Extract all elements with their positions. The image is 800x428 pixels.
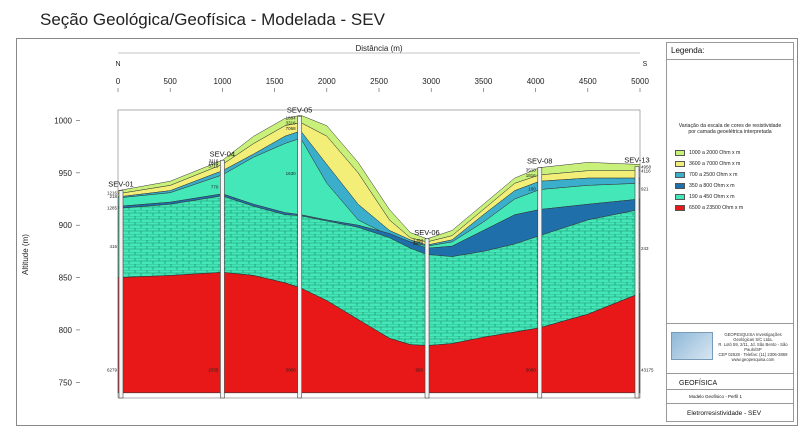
sounding-borehole (297, 115, 302, 399)
resistivity-value: 3000 (526, 368, 537, 373)
x-tick-label: 2500 (370, 77, 388, 86)
legend-title: Legenda: (671, 46, 705, 55)
resistivity-value: 2335 (208, 368, 219, 373)
resistivity-value: 43175 (641, 368, 654, 373)
company-address: R. Lotó 59, 2/11, Jd. São Bento - São Pa… (718, 342, 788, 352)
y-tick-label: 1000 (54, 116, 72, 125)
sounding-borehole (634, 166, 640, 399)
company-logo-icon (671, 332, 713, 360)
resistivity-value: 218 (109, 194, 117, 199)
x-tick-label: 5000 (631, 77, 649, 86)
legend-panel: Legenda: Variação da escala de cores de … (666, 42, 794, 422)
legend-swatch (675, 194, 685, 200)
legend-swatch (675, 205, 685, 211)
plot-border (117, 109, 641, 399)
legend-swatch (675, 172, 685, 178)
x-tick-label: 4000 (527, 77, 545, 86)
sounding-label: SEV-08 (527, 157, 552, 166)
y-tick-label: 800 (59, 326, 73, 335)
x-axis-label: Distância (m) (355, 44, 402, 53)
resistivity-value: 3000 (286, 368, 297, 373)
y-tick-label: 950 (59, 169, 73, 178)
x-tick-label: 2000 (318, 77, 336, 86)
legend-item: 6500 a 23500 Ohm x m (675, 204, 743, 212)
resistivity-value: 3518 (526, 168, 537, 173)
resistivity-value: 921 (641, 187, 649, 192)
legend-swatch (675, 161, 685, 167)
company-name: GEOPESQUISA Investigações Geológicas S/C… (724, 332, 782, 342)
x-tick-label: 4500 (579, 77, 597, 86)
title-block-method: Eletrorresistividade - SEV (687, 410, 762, 417)
legend-item: 350 a 800 Ohm x m (675, 182, 735, 190)
resistivity-value: 1285 (107, 205, 118, 210)
resistivity-value: 7068 (286, 126, 297, 131)
legend-item: 3600 a 7000 Ohm x m (675, 160, 740, 168)
layer-band-6500-23500 (117, 272, 641, 394)
direction-north: N (115, 61, 120, 68)
legend-item: 1000 a 2000 Ohm x m (675, 149, 740, 157)
direction-south: S (643, 61, 648, 68)
resistivity-value: 1216 (107, 191, 118, 196)
resistivity-value: 4958 (641, 165, 652, 170)
resistivity-value: 1816 (526, 173, 537, 178)
legend-item-label: 1000 a 2000 Ohm x m (689, 150, 741, 156)
resistivity-value: 3870 (413, 241, 424, 246)
sounding-borehole (118, 190, 124, 399)
sounding-label: SEV-05 (287, 105, 312, 114)
resistivity-value: 243 (641, 246, 649, 251)
legend-item: 190 a 450 Ohm x m (675, 193, 735, 201)
x-tick-label: 1500 (266, 77, 284, 86)
resistivity-value: 100 (528, 187, 536, 192)
y-tick-label: 850 (59, 274, 73, 283)
legend-item-label: 350 a 800 Ohm x m (689, 183, 735, 189)
resistivity-value: 3715 (208, 164, 219, 169)
sounding-borehole (537, 167, 543, 399)
legend-swatch (675, 183, 685, 189)
resistivity-value: 4116 (641, 169, 651, 174)
sounding-label: SEV-13 (624, 156, 649, 165)
x-tick-label: 500 (164, 77, 178, 86)
resistivity-value: 6279 (107, 368, 118, 373)
x-tick-label: 0 (116, 77, 121, 86)
resistivity-value: 1384 (413, 238, 424, 243)
page-title: Seção Geológica/Geofísica - Modelada - S… (40, 10, 385, 29)
resistivity-value: 416 (109, 244, 117, 249)
sounding-label: SEV-01 (108, 180, 133, 189)
x-tick-label: 1000 (214, 77, 232, 86)
sounding-label: SEV-06 (414, 228, 439, 237)
company-contact: CEP 02528 · Telefax: (11) 2306-3869 (718, 352, 788, 357)
x-tick-label: 3500 (475, 77, 493, 86)
drawing-frame (16, 38, 798, 426)
resistivity-value: 1816 (208, 160, 219, 165)
legend-swatch (675, 150, 685, 156)
resistivity-value: 3116 (209, 158, 219, 163)
sounding-borehole (424, 238, 430, 399)
resistivity-value: 1884 (286, 115, 297, 120)
legend-item-label: 700 a 2500 Ohm x m (689, 172, 738, 178)
sounding-borehole (220, 159, 225, 399)
y-tick-label: 900 (59, 221, 73, 230)
title-block-model: Modelo Geofísico - Perfil 1 (689, 394, 743, 399)
resistivity-value: 3316 (286, 121, 297, 126)
legend-item-label: 6500 a 23500 Ohm x m (689, 205, 744, 211)
legend-item-label: 190 a 450 Ohm x m (689, 194, 735, 200)
legend-description: Variação da escala de cores de resistivi… (678, 123, 782, 135)
sounding-label: SEV-04 (210, 149, 235, 158)
legend-item-label: 3600 a 7000 Ohm x m (689, 161, 741, 167)
y-axis-label: Altitude (m) (21, 234, 30, 275)
resistivity-value: 770 (211, 184, 219, 189)
company-site: www.geopesquisa.com (731, 357, 775, 362)
y-tick-label: 750 (59, 378, 73, 387)
company-block: GEOPESQUISA Investigações Geológicas S/C… (667, 323, 793, 374)
title-block-area: GEOFÍSICA (679, 380, 718, 387)
resistivity-value: 1630 (286, 171, 297, 176)
legend-item: 700 a 2500 Ohm x m (675, 171, 737, 179)
x-tick-label: 3000 (422, 77, 440, 86)
resistivity-value: 950 (416, 368, 424, 373)
